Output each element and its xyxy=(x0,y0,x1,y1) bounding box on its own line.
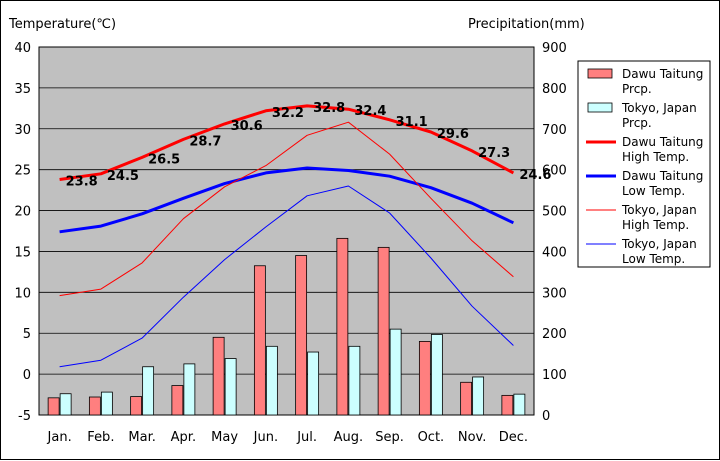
precip-tick-label: 600 xyxy=(542,164,567,179)
precip-bar xyxy=(513,393,526,416)
data-label: 23.8 xyxy=(66,174,98,189)
month-label: Sep. xyxy=(375,430,404,445)
precip-tick-label: 100 xyxy=(542,368,567,383)
precip-bar xyxy=(212,336,225,416)
precip-bar xyxy=(377,246,390,416)
precip-bar xyxy=(59,393,72,416)
temp-tick-label: 5 xyxy=(23,327,31,342)
precip-bar xyxy=(171,385,184,416)
precip-bar xyxy=(88,396,101,416)
precip-bar xyxy=(418,340,431,416)
precip-bar xyxy=(253,265,266,416)
data-label: 24.6 xyxy=(519,168,551,183)
legend-label: Dawu Taitung Prcp. xyxy=(622,67,703,96)
temp-line xyxy=(59,121,514,297)
month-label: Apr. xyxy=(171,430,196,445)
month-label: Nov. xyxy=(458,430,487,445)
month-label: Feb. xyxy=(87,430,114,445)
temp-tick-label: 35 xyxy=(14,82,31,97)
precip-bar xyxy=(460,381,473,416)
legend-label: Tokyo, Japan High Temp. xyxy=(621,203,697,232)
temp-line xyxy=(59,166,515,234)
temp-tick-label: 0 xyxy=(23,368,31,383)
legend-label: Dawu Taitung Low Temp. xyxy=(622,169,703,198)
precip-bar xyxy=(100,391,113,416)
month-label: Mar. xyxy=(128,430,155,445)
legend-box xyxy=(577,60,711,268)
temp-tick-label: 10 xyxy=(14,286,31,301)
temp-line xyxy=(59,185,514,368)
temperature-axis-title: Temperature(℃) xyxy=(8,17,116,32)
temp-tick-label: 25 xyxy=(14,164,31,179)
temp-tick-label: 20 xyxy=(14,205,31,220)
month-label: Aug. xyxy=(334,430,364,445)
precip-bar xyxy=(47,397,60,416)
temp-tick-label: 30 xyxy=(14,123,31,138)
month-label: Oct. xyxy=(418,430,445,445)
legend-label: Dawu Taitung High Temp. xyxy=(622,135,703,164)
precip-tick-label: 900 xyxy=(542,41,567,56)
precip-bar xyxy=(295,255,308,416)
precip-tick-label: 400 xyxy=(542,245,567,260)
legend-label: Tokyo, Japan Prcp. xyxy=(621,101,697,130)
temp-tick-label: -5 xyxy=(18,409,31,424)
precip-tick-label: 0 xyxy=(542,409,550,424)
temp-line xyxy=(59,104,515,181)
precip-bar xyxy=(348,345,361,416)
precip-bar xyxy=(389,328,402,416)
precip-bar xyxy=(142,366,155,416)
data-label: 32.4 xyxy=(354,104,386,119)
precip-bar xyxy=(224,358,237,416)
precip-bar xyxy=(183,363,196,416)
data-label: 32.8 xyxy=(313,101,345,116)
data-label: 28.7 xyxy=(189,134,221,149)
month-label: May xyxy=(211,430,238,445)
precip-bar xyxy=(430,334,443,416)
precip-tick-label: 800 xyxy=(542,82,567,97)
month-label: Jan. xyxy=(47,430,72,445)
precipitation-axis-title: Precipitation(mm) xyxy=(468,17,585,32)
legend-swatch xyxy=(587,102,613,113)
plot-area xyxy=(38,46,535,416)
precip-bar xyxy=(265,345,278,416)
legend-swatch xyxy=(587,68,613,79)
precip-bar xyxy=(336,237,349,416)
precip-bar xyxy=(501,394,514,416)
precip-tick-label: 200 xyxy=(542,327,567,342)
precip-tick-label: 700 xyxy=(542,123,567,138)
data-label: 32.2 xyxy=(272,106,304,121)
precip-tick-label: 300 xyxy=(542,286,567,301)
month-label: Dec. xyxy=(499,430,528,445)
precip-bar xyxy=(130,396,143,416)
data-label: 24.5 xyxy=(107,169,139,184)
data-label: 30.6 xyxy=(231,119,263,134)
precip-bar xyxy=(472,376,485,416)
month-label: Jul. xyxy=(296,430,317,445)
data-label: 27.3 xyxy=(478,146,510,161)
data-label: 29.6 xyxy=(437,127,469,142)
month-label: Jun. xyxy=(253,430,278,445)
legend-label: Tokyo, Japan Low Temp. xyxy=(621,237,697,266)
precip-tick-label: 500 xyxy=(542,205,567,220)
data-label: 31.1 xyxy=(396,115,428,130)
temp-tick-label: 15 xyxy=(14,245,31,260)
temp-tick-label: 40 xyxy=(14,41,31,56)
precip-bar xyxy=(307,351,320,416)
data-label: 26.5 xyxy=(148,152,180,167)
